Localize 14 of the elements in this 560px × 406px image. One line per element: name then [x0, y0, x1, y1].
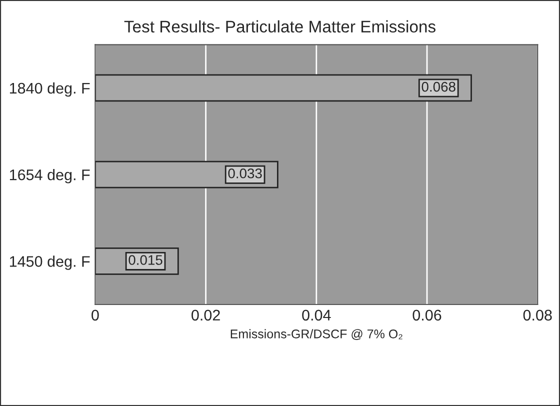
- x-tick-label: 0: [92, 310, 99, 321]
- data-label: 0.068: [422, 82, 456, 92]
- x-axis-title: Emissions-GR/DSCF @ 7% O₂: [230, 329, 402, 340]
- x-tick-label: 0.02: [192, 310, 220, 321]
- x-tick-label: 0.08: [523, 310, 552, 321]
- y-tick-label: 1450 deg. F: [10, 256, 90, 270]
- x-tick-label: 0.06: [412, 310, 442, 321]
- data-label: 0.015: [128, 255, 162, 265]
- bar: [95, 74, 472, 102]
- chart-title: Test Results- Particulate Matter Emissions: [124, 20, 436, 33]
- data-label: 0.033: [228, 168, 262, 178]
- y-tick-label: 1654 deg. F: [10, 169, 90, 184]
- x-tick-label: 0.04: [302, 310, 331, 321]
- y-tick-label: 1840 deg. F: [10, 82, 90, 97]
